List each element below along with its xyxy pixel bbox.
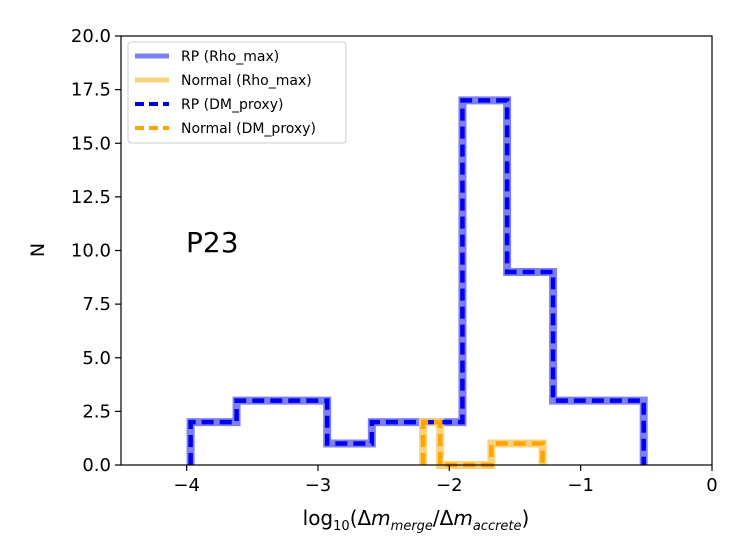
series-0-histogram: [186, 96, 648, 465]
legend-label-normal-dm: Normal (DM_proxy): [181, 121, 316, 137]
legend-label-normal-rho: Normal (Rho_max): [181, 73, 312, 89]
y-tick-label: 0.0: [82, 455, 111, 476]
y-tick-label: 10.0: [71, 241, 111, 262]
legend-box: [127, 41, 347, 144]
series-layer: [186, 96, 648, 469]
series-2-histogram: [188, 98, 646, 465]
y-tick-label: 7.5: [82, 294, 111, 315]
y-tick-label: 15.0: [71, 133, 111, 154]
y-tick-label: 2.5: [82, 401, 111, 422]
x-tick-label: −2: [436, 475, 463, 496]
y-tick-label: 17.5: [71, 80, 111, 101]
annotation-label: P23: [186, 226, 239, 259]
x-tick-label: −3: [305, 475, 332, 496]
y-tick-label: 12.5: [71, 187, 111, 208]
x-axis-label: log10(Δmmerge/Δmaccrete): [303, 506, 530, 534]
y-axis-label: N: [27, 243, 49, 257]
y-tick-label: 20.0: [71, 26, 111, 47]
legend-label-rp-dm: RP (DM_proxy): [181, 97, 283, 113]
x-tick-label: 0: [706, 475, 717, 496]
x-tick-label: −4: [173, 475, 200, 496]
legend: RP (Rho_max) Normal (Rho_max) RP (DM_pro…: [127, 41, 347, 144]
x-tick-label: −1: [567, 475, 594, 496]
y-tick-label: 5.0: [82, 348, 111, 369]
axes-layer: −4 −3 −2 −1 0 0.0 2.5 5.0 7.5 10.0 12.5 15.0 17.5 20.…: [71, 26, 718, 496]
legend-label-rp-rho: RP (Rho_max): [181, 49, 279, 65]
